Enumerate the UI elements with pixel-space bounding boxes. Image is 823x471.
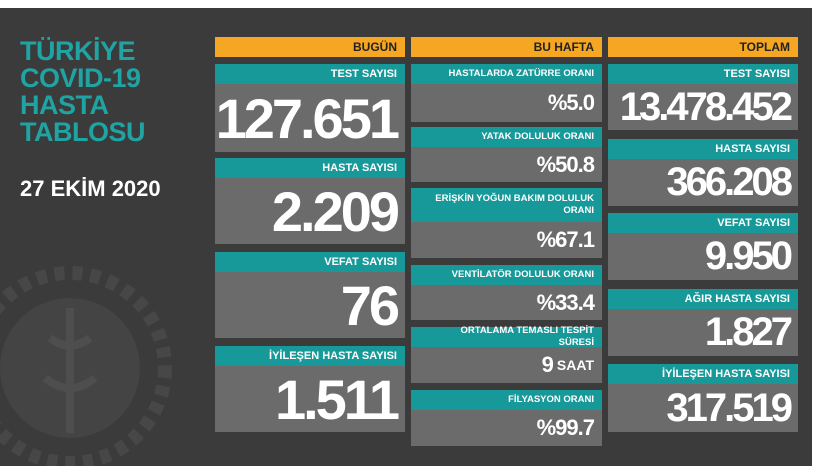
title-line: TABLOSU: [20, 117, 146, 147]
stat-card: VEFAT SAYISI 76: [215, 252, 405, 338]
stat-label: ORTALAMA TEMASLI TESPİT SÜRESİ: [411, 325, 602, 348]
stat-card: VENTİLATÖR DOLULUK ORANI %33.4: [411, 265, 602, 320]
stat-label: HASTA SAYISI: [215, 158, 405, 178]
stat-card: TEST SAYISI 13.478.452: [608, 64, 798, 130]
stat-value-box: %67.1: [411, 222, 595, 258]
stat-value-box: %33.4: [411, 285, 595, 320]
stat-label: FİLYASYON ORANI: [411, 390, 602, 410]
stat-value: 1.827: [704, 310, 793, 354]
title-line: HASTA: [20, 90, 109, 120]
stat-value: %5.0: [547, 90, 595, 115]
stat-card: HASTA SAYISI 2.209: [215, 158, 405, 244]
stat-card: İYİLEŞEN HASTA SAYISI 317.519: [608, 364, 798, 432]
stat-unit: SAAT: [556, 357, 594, 373]
stat-card: AĞIR HASTA SAYISI 1.827: [608, 289, 798, 356]
stat-card: ERİŞKİN YOĞUN BAKIM DOLULUK ORANI %67.1: [411, 188, 602, 258]
title-line: TÜRKİYE: [20, 36, 136, 66]
stat-value: 1.511: [274, 367, 400, 431]
stat-card: HASTALARDA ZATÜRRE ORANI %5.0: [411, 64, 602, 122]
stat-label: YATAK DOLULUK ORANI: [411, 127, 602, 147]
stat-label: İYİLEŞEN HASTA SAYISI: [215, 346, 405, 366]
stat-value: 76: [340, 273, 400, 337]
stat-value-box: 76: [215, 272, 400, 338]
stat-value: 366.208: [666, 160, 793, 204]
stat-value-box: 366.208: [608, 159, 793, 206]
stat-card: TEST SAYISI 127.651: [215, 64, 405, 152]
column-header: TOPLAM: [608, 37, 798, 57]
stat-value-box: %99.7: [411, 410, 595, 446]
stat-value: 13.478.452: [619, 84, 793, 129]
stat-value: 9: [541, 352, 554, 377]
stat-value: %67.1: [536, 227, 595, 252]
stat-label: HASTA SAYISI: [608, 139, 798, 159]
stat-value-box: 9 SAAT: [411, 347, 594, 383]
title: TÜRKİYE COVID-19 HASTA TABLOSU: [20, 36, 146, 147]
stat-value-box: 13.478.452: [608, 84, 793, 130]
stat-card: VEFAT SAYISI 9.950: [608, 213, 798, 280]
stat-label: İYİLEŞEN HASTA SAYISI: [608, 364, 798, 384]
stat-value-box: 127.651: [215, 84, 400, 152]
column-header: BU HAFTA: [411, 37, 602, 57]
stat-value: %50.8: [536, 151, 595, 177]
column-header: BUGÜN: [215, 37, 405, 57]
stat-label: AĞIR HASTA SAYISI: [608, 289, 798, 309]
stat-value: 127.651: [215, 86, 400, 150]
stat-label: TEST SAYISI: [215, 64, 405, 84]
stat-value-box: 1.827: [608, 309, 793, 356]
emblem-watermark: [0, 266, 172, 466]
stat-value-box: 9.950: [608, 233, 793, 280]
stat-label: VEFAT SAYISI: [215, 252, 405, 272]
stat-label: HASTALARDA ZATÜRRE ORANI: [411, 64, 602, 84]
stat-card: İYİLEŞEN HASTA SAYISI 1.511: [215, 346, 405, 432]
stat-value: 2.209: [271, 179, 400, 243]
title-line: COVID-19: [20, 63, 141, 93]
stat-value-box: 1.511: [215, 366, 400, 432]
stat-card: ORTALAMA TEMASLI TESPİT SÜRESİ 9 SAAT: [411, 325, 602, 383]
stat-label: VENTİLATÖR DOLULUK ORANI: [411, 265, 602, 285]
stat-value: 9.950: [704, 234, 793, 278]
stat-value-box: %5.0: [411, 84, 595, 122]
stat-label: TEST SAYISI: [608, 64, 798, 84]
stat-value: %99.7: [536, 415, 595, 440]
stat-card: FİLYASYON ORANI %99.7: [411, 390, 602, 446]
stat-value: %33.4: [536, 289, 595, 315]
stat-label: VEFAT SAYISI: [608, 213, 798, 233]
date: 27 EKİM 2020: [20, 176, 161, 201]
stat-card: HASTA SAYISI 366.208: [608, 139, 798, 206]
dashboard: TÜRKİYE COVID-19 HASTA TABLOSU 27 EKİM 2020…: [0, 8, 812, 466]
stat-label: ERİŞKİN YOĞUN BAKIM DOLULUK ORANI: [411, 188, 602, 222]
stat-value-box: 2.209: [215, 178, 400, 244]
stat-value-box: 317.519: [608, 384, 793, 432]
stat-value-box: %50.8: [411, 147, 595, 182]
stat-card: YATAK DOLULUK ORANI %50.8: [411, 127, 602, 182]
stat-value: 317.519: [666, 385, 793, 430]
